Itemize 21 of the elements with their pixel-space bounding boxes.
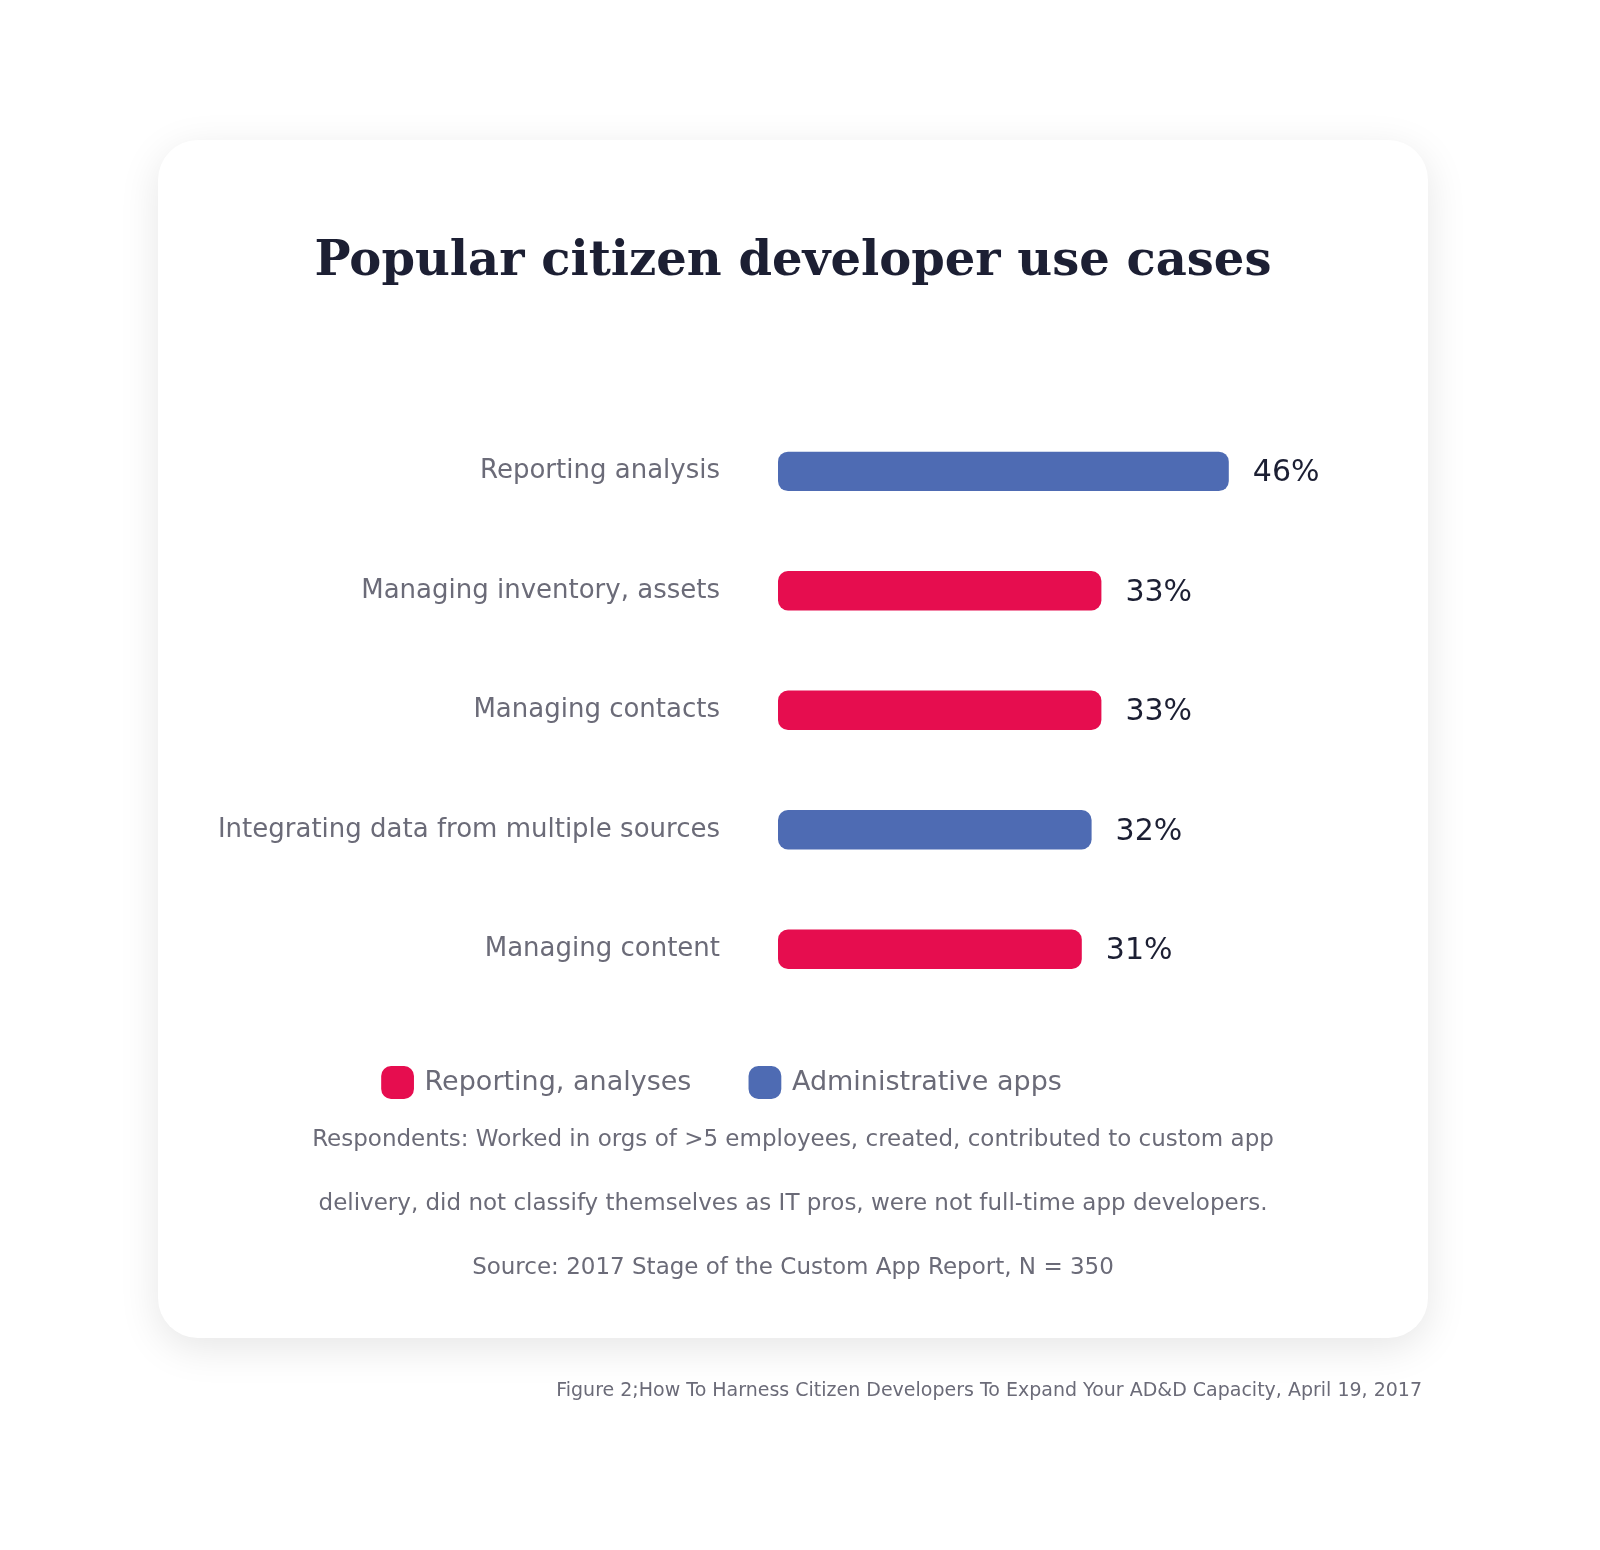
- y-tick-label: Managing content: [484, 932, 720, 963]
- bar: [778, 929, 1082, 969]
- y-tick-label: Managing contacts: [473, 693, 720, 724]
- legend-label: Administrative apps: [791, 1064, 1062, 1096]
- bar: [778, 571, 1102, 611]
- legend-label: Reporting, analyses: [424, 1064, 692, 1096]
- y-tick-label: Integrating data from multiple sources: [217, 812, 720, 843]
- data-label: 33%: [1125, 572, 1193, 608]
- data-label: 46%: [1252, 453, 1320, 489]
- bar: [778, 451, 1229, 492]
- source-note: Source: 2017 Stage of the Custom App Report, N = 350: [471, 1252, 1115, 1281]
- data-label: 31%: [1105, 931, 1173, 967]
- data-label: 33%: [1125, 692, 1193, 728]
- y-tick-label: Reporting analysis: [480, 454, 720, 485]
- caption: Figure 2;How To Harness Citizen Developers To Expand Your AD&D Capacity, April 19, 2017: [555, 1378, 1422, 1400]
- chart-title: Popular citizen developer use cases: [313, 229, 1273, 286]
- y-tick-label: Managing inventory, assets: [361, 573, 720, 604]
- text: Respondents: Worked in orgs of >5 employees, created, contributed to custom app delivery, did not classify themselves as IT pros, were not full-time app developers.: [312, 1125, 1274, 1215]
- bar: [778, 810, 1092, 850]
- data-label: 32%: [1115, 811, 1183, 847]
- bar: [778, 690, 1102, 731]
